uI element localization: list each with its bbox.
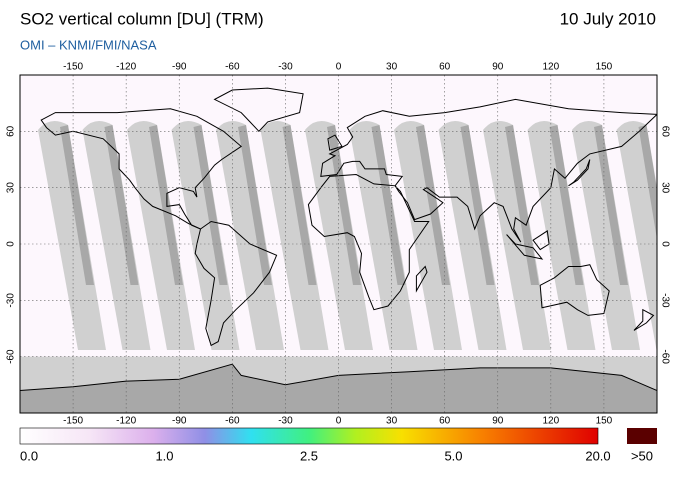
- lon-label-bottom: 60: [439, 416, 451, 427]
- lon-label-bottom: 90: [492, 416, 504, 427]
- colorbar-label: 1.0: [155, 448, 173, 463]
- coastline: [213, 87, 304, 133]
- lat-label-left: 60: [6, 125, 17, 137]
- coastline: [415, 265, 428, 293]
- lat-label-left: -60: [6, 349, 17, 364]
- coastline: [506, 234, 544, 260]
- title: SO2 vertical column [DU] (TRM): [20, 9, 264, 28]
- lon-label-bottom: 120: [542, 416, 559, 427]
- swath-overlap: [60, 125, 94, 285]
- lon-label-bottom: -30: [278, 416, 293, 427]
- lat-label-right: 30: [659, 182, 670, 194]
- coastline: [327, 134, 343, 151]
- lon-label-top: 0: [336, 62, 342, 73]
- lat-label-left: -30: [6, 293, 17, 308]
- lon-label-top: -120: [116, 62, 136, 73]
- colorbar-over: [627, 428, 657, 444]
- lon-label-bottom: 30: [386, 416, 398, 427]
- lon-label-bottom: 150: [596, 416, 613, 427]
- colorbar-label: 2.5: [300, 448, 318, 463]
- swath-overlap: [416, 125, 450, 285]
- swath-overlap: [327, 125, 361, 285]
- swaths: [20, 121, 676, 413]
- lon-label-top: 90: [492, 62, 504, 73]
- graticule: -150 -150 -120 -120 -90 -90 -60 -60 -30 -30 0 0 30 30…: [6, 62, 671, 427]
- lon-label-top: 150: [596, 62, 613, 73]
- lon-label-top: -60: [225, 62, 240, 73]
- swath: [527, 121, 596, 350]
- coastline: [40, 108, 243, 230]
- lon-label-top: -90: [172, 62, 187, 73]
- map-frame: [19, 74, 658, 414]
- swath-overlap: [549, 125, 584, 285]
- swath-overlap: [282, 125, 317, 285]
- coastline: [320, 98, 657, 243]
- swath: [171, 121, 240, 350]
- swath: [82, 121, 151, 350]
- swath: [616, 121, 657, 350]
- swath: [394, 121, 462, 350]
- lon-label-bottom: -60: [225, 416, 240, 427]
- lat-label-left: 0: [6, 241, 17, 247]
- colorbar: [19, 427, 599, 445]
- colorbar-label: 5.0: [444, 448, 462, 463]
- lat-label-right: -60: [659, 349, 670, 364]
- lon-label-bottom: -90: [172, 416, 187, 427]
- swath: [349, 121, 418, 350]
- swath: [127, 121, 195, 350]
- coastline: [539, 264, 610, 316]
- lon-label-top: 30: [386, 62, 398, 73]
- lon-label-top: -30: [278, 62, 293, 73]
- swath-overlap: [505, 125, 539, 285]
- swath-overlap: [104, 125, 139, 285]
- swath-overlap: [238, 125, 272, 285]
- lon-label-bottom: 0: [336, 416, 342, 427]
- lat-label-right: -30: [659, 293, 670, 308]
- coastline: [307, 173, 430, 311]
- swath-overlap: [149, 125, 183, 285]
- colorbar-label: 0.0: [20, 448, 38, 463]
- swath: [38, 121, 106, 350]
- swath-overlap: [371, 125, 406, 285]
- swath-overlap: [460, 125, 495, 285]
- lat-label-right: 0: [659, 241, 670, 247]
- swath: [572, 121, 640, 350]
- swath: [661, 121, 676, 350]
- coastline: [194, 220, 278, 347]
- swath-overlap: [638, 125, 657, 240]
- coastline: [568, 159, 591, 187]
- swath: [216, 121, 284, 350]
- date: 10 July 2010: [560, 9, 656, 28]
- lat-label-left: 30: [6, 182, 17, 194]
- swath: [305, 121, 373, 350]
- colorbar-over-label: >50: [631, 448, 653, 463]
- lon-label-top: 120: [542, 62, 559, 73]
- source: OMI – KNMI/FMI/NASA: [20, 37, 157, 52]
- coastline: [633, 308, 655, 331]
- swath-overlap: [594, 125, 628, 285]
- swath-overlap: [193, 125, 228, 285]
- lon-label-bottom: -150: [63, 416, 83, 427]
- swath: [260, 121, 329, 350]
- swath: [438, 121, 507, 350]
- lon-label-top: -150: [63, 62, 83, 73]
- colorbar-labels: 0.0 1.0 2.5 5.0 20.0 >50: [20, 448, 653, 463]
- lon-label-top: 60: [439, 62, 451, 73]
- colorbar-label: 20.0: [585, 448, 610, 463]
- lon-label-bottom: -120: [116, 416, 136, 427]
- lat-label-right: 60: [659, 126, 670, 138]
